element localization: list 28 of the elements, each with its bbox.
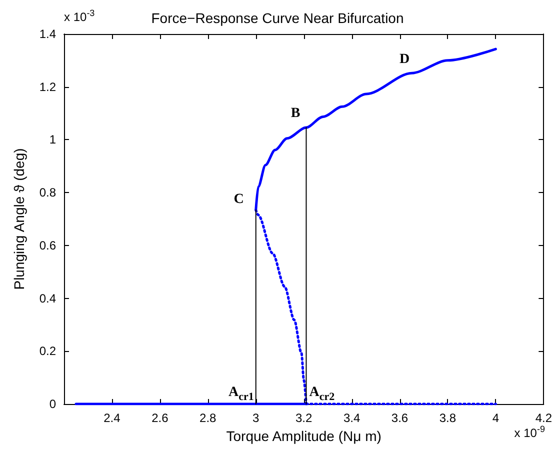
y-tick-label: 0.8 (39, 186, 56, 200)
annotation: B (290, 106, 300, 122)
y-tick-label: 0.4 (39, 291, 56, 306)
annotation: D (399, 52, 410, 68)
x-tick-label: 3.8 (439, 411, 456, 425)
x-tick-label: 4.2 (535, 411, 552, 425)
y-tick-label: 1.2 (39, 80, 56, 94)
x-tick-label: 3.6 (391, 411, 408, 425)
x-tick-label: 4 (492, 411, 500, 425)
x-tick-label: 3 (252, 411, 260, 425)
x-tick-label: 2.4 (104, 411, 121, 425)
x-tick-label: 2.6 (152, 411, 169, 425)
y-tick-label: 1.4 (39, 27, 56, 41)
chart-title: Force−Response Curve Near Bifurcation (151, 10, 404, 26)
y-axis-title: Plunging Angle ϑ (deg) (11, 148, 27, 290)
y-tick-label: 0.2 (39, 344, 56, 358)
text: x 10$^{-3}$ (64, 8, 95, 24)
text: x 10$^{-9}$ (514, 424, 545, 440)
annotation: A$_{cr2}$ (309, 385, 335, 403)
x-tick-label: 3.2 (295, 411, 312, 425)
y-tick-label: 1 (49, 132, 56, 147)
x-axis-title: Torque Amplitude (Nμ m) (226, 428, 382, 444)
y-tick-label: 0 (49, 397, 56, 411)
x-tick-label: 2.8 (200, 411, 217, 425)
annotation: A$_{cr1}$ (228, 385, 254, 403)
annotation: C (234, 192, 244, 208)
y-tick-label: 0.6 (39, 238, 56, 252)
x-tick-label: 3.4 (343, 411, 360, 425)
